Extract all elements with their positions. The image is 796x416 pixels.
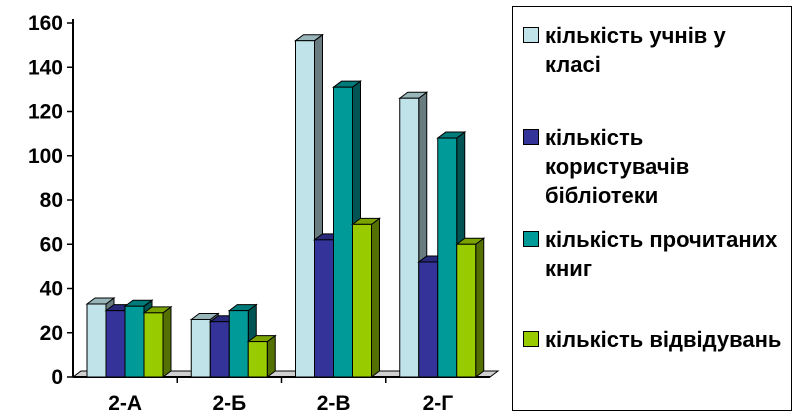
bar-side (162, 305, 172, 378)
bar-front (399, 97, 420, 378)
y-tick-label: 40 (40, 278, 63, 301)
bar-front (105, 310, 126, 378)
bar-front (333, 86, 353, 378)
bar (455, 237, 486, 378)
bar-front (314, 239, 334, 378)
legend: кількість учнів у класі кількість корист… (512, 6, 792, 411)
x-tick-labels: 2-А 2-Б 2-В 2-Г (108, 392, 453, 415)
legend-label: кількість відвідувань (545, 327, 782, 352)
bar-front (437, 137, 458, 378)
bar-side (371, 217, 380, 378)
bar-front (456, 243, 477, 378)
legend-label: кількість учнів у класі (545, 23, 726, 77)
bar-front (143, 312, 164, 378)
bars (85, 33, 486, 378)
y-tick-label: 160 (28, 12, 63, 35)
bar (246, 334, 277, 378)
bar-front (352, 223, 372, 378)
y-tick-label: 140 (28, 56, 63, 79)
bar (351, 217, 381, 378)
bar-side (475, 237, 485, 378)
bar-front (124, 305, 145, 378)
x-tick-label: 2-А (108, 392, 142, 415)
bar-front (209, 321, 230, 378)
y-tick-label: 0 (51, 366, 63, 389)
bar-front (247, 341, 268, 378)
bar-front (190, 318, 211, 378)
bar (142, 305, 173, 378)
y-tick-label: 80 (40, 189, 63, 212)
bar-front (295, 40, 315, 378)
bar-front (418, 261, 439, 378)
x-tick-label: 2-Б (212, 392, 246, 415)
bar-front (228, 310, 249, 378)
bar-side (266, 334, 276, 378)
legend-swatch (523, 331, 539, 347)
x-tick-label: 2-В (317, 392, 351, 415)
legend-label: кількість прочитаних книг (545, 227, 778, 281)
legend-label: кількість користувачів бібліотеки (545, 125, 690, 208)
legend-swatch (523, 27, 539, 43)
legend-swatch (523, 231, 539, 247)
y-tick-label: 120 (28, 101, 63, 124)
legend-swatch (523, 129, 539, 145)
x-tick-label: 2-Г (423, 392, 454, 415)
y-tick-label: 60 (40, 233, 63, 256)
y-tick-label: 100 (28, 145, 63, 168)
bar-front (86, 303, 107, 378)
y-tick-labels: 0 20 40 60 80 100 120 140 160 (28, 12, 63, 389)
y-tick-label: 20 (40, 322, 63, 345)
